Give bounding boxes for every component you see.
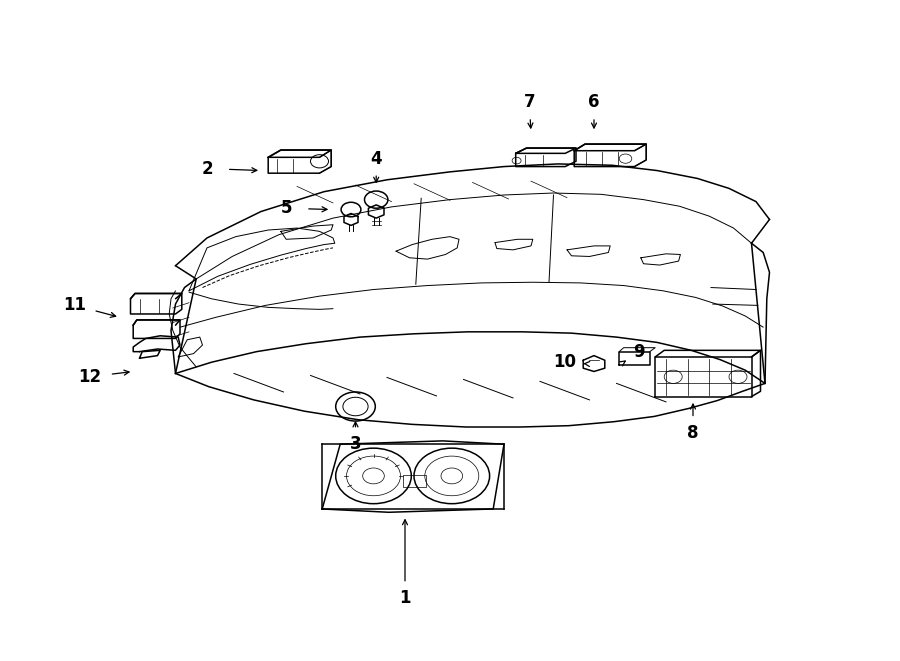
Text: 11: 11 — [63, 296, 86, 315]
Text: 5: 5 — [281, 199, 292, 217]
Text: 6: 6 — [589, 93, 599, 112]
Text: 2: 2 — [202, 159, 212, 178]
Text: 7: 7 — [524, 93, 535, 112]
Text: 12: 12 — [78, 368, 102, 386]
Text: 3: 3 — [350, 435, 361, 453]
Text: 8: 8 — [688, 424, 698, 442]
Bar — [403, 475, 426, 487]
Text: 10: 10 — [553, 353, 576, 371]
Text: 9: 9 — [634, 342, 644, 361]
Text: 4: 4 — [371, 149, 382, 168]
Text: 1: 1 — [400, 589, 410, 607]
